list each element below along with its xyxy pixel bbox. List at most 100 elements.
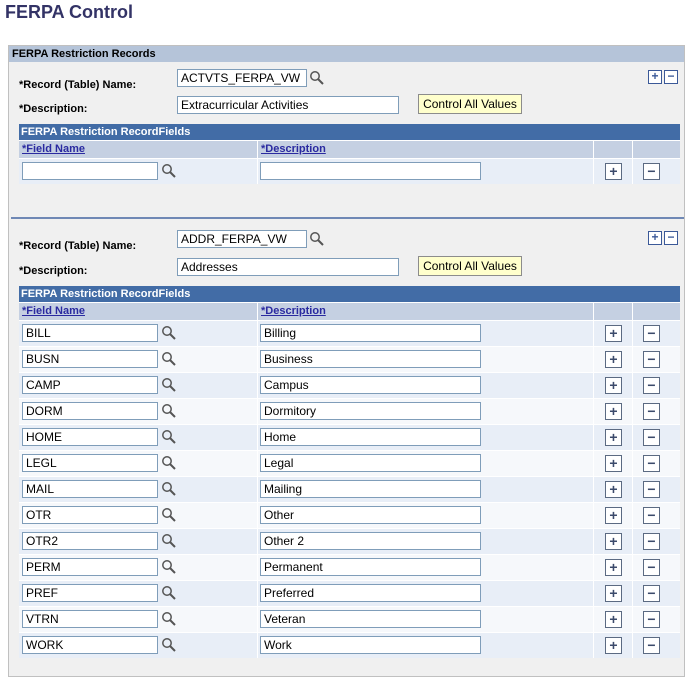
control-all-values-button[interactable]: Control All Values xyxy=(418,94,522,114)
lookup-icon[interactable] xyxy=(161,377,177,393)
add-row-button[interactable]: + xyxy=(605,163,622,180)
column-description[interactable]: *Description xyxy=(257,303,593,320)
add-row-button[interactable]: + xyxy=(605,637,622,654)
add-row-button[interactable]: + xyxy=(605,481,622,498)
add-row-button[interactable]: + xyxy=(605,403,622,420)
remove-row-button[interactable]: − xyxy=(643,585,660,602)
field-name-input[interactable]: OTR xyxy=(22,506,158,524)
remove-row-button[interactable]: − xyxy=(643,325,660,342)
table-row: OTR2 Other 2 + − xyxy=(19,528,680,554)
add-record-button[interactable]: + xyxy=(648,231,662,245)
remove-row-button[interactable]: − xyxy=(643,507,660,524)
field-description-input[interactable]: Other xyxy=(260,506,481,524)
field-name-input[interactable]: LEGL xyxy=(22,454,158,472)
column-description[interactable]: *Description xyxy=(257,141,593,158)
table-row: BUSN Business + − xyxy=(19,346,680,372)
field-description-input[interactable] xyxy=(260,162,481,180)
add-row-button[interactable]: + xyxy=(605,533,622,550)
remove-row-button[interactable]: − xyxy=(643,351,660,368)
lookup-icon[interactable] xyxy=(161,533,177,549)
field-description-input[interactable]: Business xyxy=(260,350,481,368)
field-name-input[interactable]: OTR2 xyxy=(22,532,158,550)
field-name-input[interactable]: BUSN xyxy=(22,350,158,368)
record-name-input[interactable]: ADDR_FERPA_VW xyxy=(177,230,307,248)
lookup-icon[interactable] xyxy=(161,637,177,653)
panel-header: FERPA Restriction Records xyxy=(9,46,684,62)
add-row-button[interactable]: + xyxy=(605,611,622,628)
field-name-input[interactable]: CAMP xyxy=(22,376,158,394)
lookup-icon[interactable] xyxy=(161,403,177,419)
lookup-icon[interactable] xyxy=(161,559,177,575)
table-row: OTR Other + − xyxy=(19,502,680,528)
field-name-input[interactable]: BILL xyxy=(22,324,158,342)
remove-row-button[interactable]: − xyxy=(643,429,660,446)
remove-row-button[interactable]: − xyxy=(643,637,660,654)
column-field-name[interactable]: *Field Name xyxy=(22,305,85,317)
lookup-icon[interactable] xyxy=(309,231,325,247)
field-description-input[interactable]: Permanent xyxy=(260,558,481,576)
record-name-input[interactable]: ACTVTS_FERPA_VW xyxy=(177,69,307,87)
add-row-button[interactable]: + xyxy=(605,429,622,446)
recordfields-grid: FERPA Restriction RecordFields *Field Na… xyxy=(19,124,680,184)
add-row-button[interactable]: + xyxy=(605,377,622,394)
table-row: WORK Work + − xyxy=(19,632,680,658)
remove-row-button[interactable]: − xyxy=(643,377,660,394)
remove-row-button[interactable]: − xyxy=(643,533,660,550)
remove-row-button[interactable]: − xyxy=(643,455,660,472)
add-record-button[interactable]: + xyxy=(648,70,662,84)
field-description-input[interactable]: Work xyxy=(260,636,481,654)
remove-record-button[interactable]: − xyxy=(664,70,678,84)
lookup-icon[interactable] xyxy=(309,70,325,86)
ferpa-restriction-records-panel: FERPA Restriction Records *Record (Table… xyxy=(8,45,685,677)
field-name-input[interactable]: MAIL xyxy=(22,480,158,498)
recordfields-rows: BILL Billing + − BUSN Business + − CAMP Campus + − D… xyxy=(19,320,680,658)
description-input[interactable]: Addresses xyxy=(177,258,399,276)
add-row-button[interactable]: + xyxy=(605,325,622,342)
field-description-input[interactable]: Preferred xyxy=(260,584,481,602)
description-input[interactable]: Extracurricular Activities xyxy=(177,96,399,114)
field-description-input[interactable]: Billing xyxy=(260,324,481,342)
table-row: PERM Permanent + − xyxy=(19,554,680,580)
field-name-input[interactable]: VTRN xyxy=(22,610,158,628)
grid-column-header: *Field Name *Description xyxy=(19,140,680,158)
field-description-input[interactable]: Home xyxy=(260,428,481,446)
add-row-button[interactable]: + xyxy=(605,455,622,472)
lookup-icon[interactable] xyxy=(161,325,177,341)
remove-row-button[interactable]: − xyxy=(643,163,660,180)
remove-record-button[interactable]: − xyxy=(664,231,678,245)
remove-row-button[interactable]: − xyxy=(643,403,660,420)
field-name-input[interactable]: HOME xyxy=(22,428,158,446)
remove-row-button[interactable]: − xyxy=(643,481,660,498)
field-name-input[interactable]: PREF xyxy=(22,584,158,602)
control-all-values-button[interactable]: Control All Values xyxy=(418,256,522,276)
lookup-icon[interactable] xyxy=(161,481,177,497)
field-description-input[interactable]: Campus xyxy=(260,376,481,394)
add-row-button[interactable]: + xyxy=(605,559,622,576)
lookup-icon[interactable] xyxy=(161,429,177,445)
table-row: VTRN Veteran + − xyxy=(19,606,680,632)
column-field-name[interactable]: *Field Name xyxy=(22,143,85,155)
recordfields-grid: FERPA Restriction RecordFields *Field Na… xyxy=(19,286,680,658)
field-description-input[interactable]: Dormitory xyxy=(260,402,481,420)
add-row-button[interactable]: + xyxy=(605,585,622,602)
field-description-input[interactable]: Legal xyxy=(260,454,481,472)
field-name-input[interactable]: DORM xyxy=(22,402,158,420)
field-name-input[interactable] xyxy=(22,162,158,180)
grid-title: FERPA Restriction RecordFields xyxy=(19,124,680,140)
lookup-icon[interactable] xyxy=(161,585,177,601)
lookup-icon[interactable] xyxy=(161,455,177,471)
remove-row-button[interactable]: − xyxy=(643,559,660,576)
field-name-input[interactable]: WORK xyxy=(22,636,158,654)
field-name-input[interactable]: PERM xyxy=(22,558,158,576)
lookup-icon[interactable] xyxy=(161,507,177,523)
lookup-icon[interactable] xyxy=(161,351,177,367)
add-row-button[interactable]: + xyxy=(605,351,622,368)
field-description-input[interactable]: Other 2 xyxy=(260,532,481,550)
field-description-input[interactable]: Mailing xyxy=(260,480,481,498)
remove-row-button[interactable]: − xyxy=(643,611,660,628)
field-description-input[interactable]: Veteran xyxy=(260,610,481,628)
add-row-button[interactable]: + xyxy=(605,507,622,524)
table-row: DORM Dormitory + − xyxy=(19,398,680,424)
lookup-icon[interactable] xyxy=(161,611,177,627)
lookup-icon[interactable] xyxy=(161,163,177,179)
